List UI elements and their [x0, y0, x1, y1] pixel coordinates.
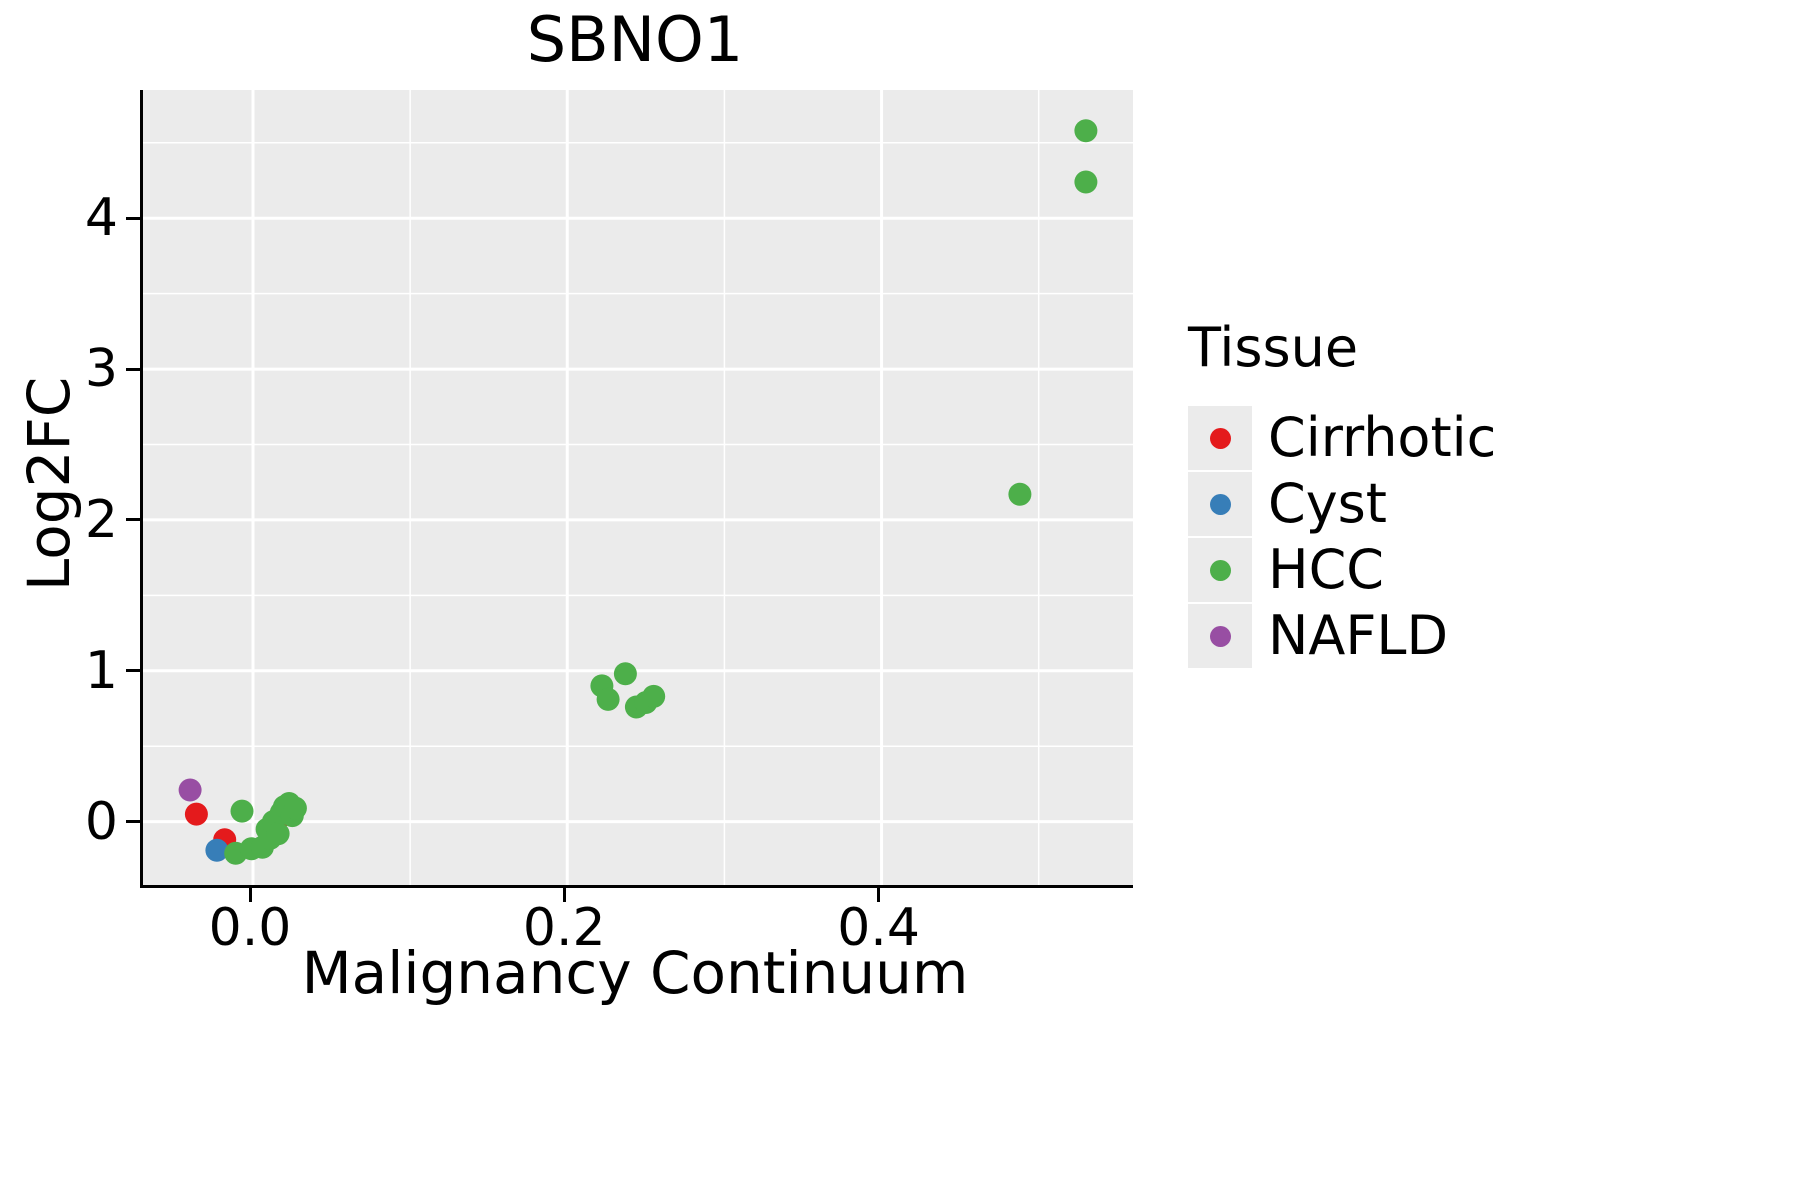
scatter-point-hcc [1074, 119, 1098, 143]
legend-entry-cyst: Cyst [1188, 471, 1496, 537]
plot-panel [140, 90, 1133, 888]
legend-key [1188, 604, 1252, 669]
legend-entry-nafld: NAFLD [1188, 603, 1496, 669]
scatter-point-hcc [283, 796, 307, 820]
y-tick-mark [126, 518, 140, 522]
legend-dot-icon [1209, 493, 1231, 515]
y-tick-mark [126, 820, 140, 824]
y-tick-label: 1 [84, 640, 118, 701]
x-tick-label: 0.2 [522, 898, 606, 958]
scatter-point-hcc [613, 662, 637, 686]
scatter-point-cyst [205, 838, 229, 862]
scatter-point-cirrhotic [184, 802, 208, 826]
y-tick-label: 2 [84, 489, 118, 550]
legend-label: Cirrhotic [1268, 406, 1497, 470]
legend-key [1188, 472, 1252, 537]
y-tick-label: 4 [84, 188, 118, 249]
scatter-point-nafld [178, 778, 202, 802]
scatter-point-hcc [1008, 482, 1032, 506]
legend-label: NAFLD [1268, 604, 1449, 668]
legend-dot-icon [1209, 427, 1231, 449]
scatter-point-hcc [596, 687, 620, 711]
scatter-point-hcc [266, 822, 290, 846]
y-tick-label: 3 [84, 339, 118, 400]
scatter-point-hcc [1074, 170, 1098, 194]
legend-entries: Cirrhotic Cyst HCC NAFLD [1188, 405, 1496, 669]
x-tick-label: 0.0 [208, 898, 292, 958]
legend-label: Cyst [1268, 472, 1387, 536]
legend-dot-icon [1209, 625, 1231, 647]
chart-title: SBNO1 [526, 3, 744, 76]
x-tick-mark [562, 888, 566, 902]
legend-key [1188, 538, 1252, 603]
x-axis-label: Malignancy Continuum [301, 939, 969, 1007]
x-tick-mark [248, 888, 252, 902]
x-tick-label: 0.4 [837, 898, 920, 958]
y-tick-label: 0 [84, 791, 118, 852]
legend-entry-cirrhotic: Cirrhotic [1188, 405, 1496, 471]
y-tick-mark [126, 669, 140, 673]
scatter-point-hcc [642, 684, 666, 708]
x-tick-mark [877, 888, 881, 902]
legend-label: HCC [1268, 538, 1385, 602]
legend-entry-hcc: HCC [1188, 537, 1496, 603]
legend-key [1188, 406, 1252, 471]
legend: Tissue Cirrhotic Cyst HCC NAFLD [1188, 318, 1496, 669]
scatter-point-hcc [230, 799, 254, 823]
legend-dot-icon [1209, 559, 1231, 581]
y-tick-mark [126, 216, 140, 220]
y-tick-mark [126, 367, 140, 371]
plot-canvas [143, 90, 1133, 885]
legend-title: Tissue [1188, 316, 1359, 379]
